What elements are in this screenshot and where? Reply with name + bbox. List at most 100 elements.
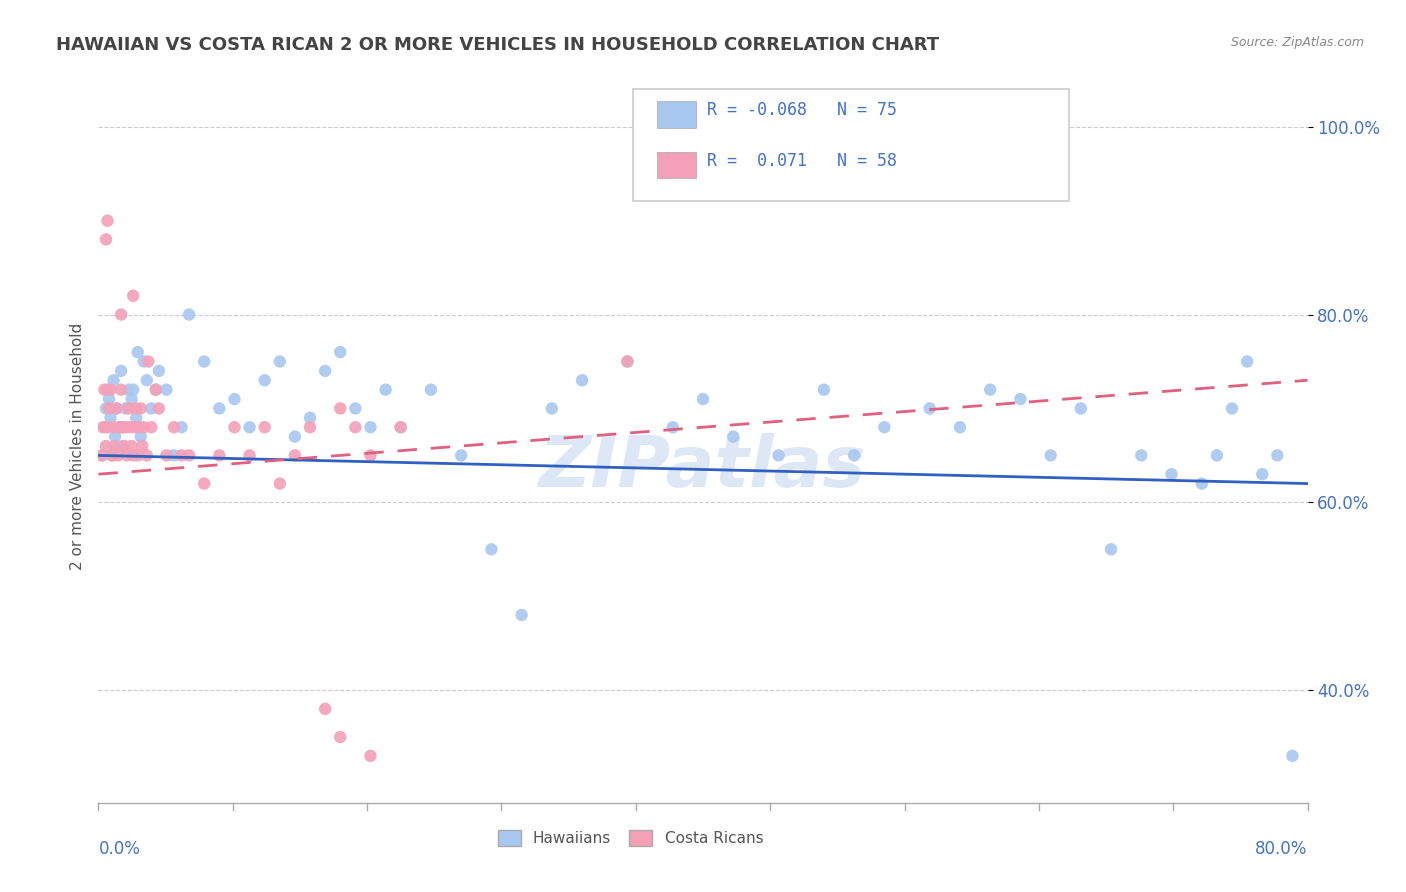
Point: [389, 420, 412, 434]
Point: [110, 383, 132, 397]
Point: [979, 383, 1001, 397]
Point: [269, 476, 291, 491]
Point: [723, 429, 745, 443]
Point: [284, 449, 307, 463]
Text: Source: ZipAtlas.com: Source: ZipAtlas.com: [1230, 36, 1364, 49]
Point: [94, 401, 117, 416]
Point: [100, 410, 122, 425]
Point: [93, 383, 115, 397]
Point: [96, 420, 118, 434]
Point: [768, 449, 790, 463]
Text: 80.0%: 80.0%: [1256, 840, 1308, 858]
Point: [163, 420, 186, 434]
Point: [1070, 401, 1092, 416]
Point: [103, 373, 125, 387]
Legend: Hawaiians, Costa Ricans: Hawaiians, Costa Ricans: [492, 824, 769, 852]
Point: [224, 420, 246, 434]
Text: R =  0.071   N = 58: R = 0.071 N = 58: [707, 152, 897, 169]
Point: [129, 429, 152, 443]
Point: [540, 401, 562, 416]
Point: [179, 449, 201, 463]
Point: [329, 401, 352, 416]
Point: [100, 383, 122, 397]
Point: [104, 429, 127, 443]
Point: [98, 401, 121, 416]
Point: [450, 449, 472, 463]
Point: [170, 420, 193, 434]
Point: [107, 449, 129, 463]
Point: [949, 420, 972, 434]
Point: [813, 383, 835, 397]
Point: [1236, 354, 1258, 368]
Point: [101, 449, 124, 463]
Point: [329, 730, 352, 744]
Point: [1099, 542, 1122, 557]
Point: [1010, 392, 1032, 406]
Point: [1281, 748, 1303, 763]
Point: [1160, 467, 1182, 482]
Point: [125, 401, 148, 416]
Point: [360, 420, 382, 434]
Point: [208, 401, 231, 416]
Point: [145, 383, 167, 397]
Point: [314, 702, 336, 716]
Point: [132, 420, 155, 434]
Point: [105, 401, 128, 416]
Point: [93, 420, 115, 434]
Point: [170, 449, 193, 463]
Y-axis label: 2 or more Vehicles in Household: 2 or more Vehicles in Household: [69, 322, 84, 570]
Point: [1130, 449, 1153, 463]
Point: [193, 476, 215, 491]
Point: [91, 420, 114, 434]
Point: [112, 439, 135, 453]
Point: [1191, 476, 1213, 491]
Point: [96, 213, 118, 227]
Point: [314, 364, 336, 378]
Text: 0.0%: 0.0%: [98, 840, 141, 858]
Point: [299, 420, 322, 434]
Point: [179, 308, 201, 322]
Point: [122, 449, 145, 463]
Point: [148, 401, 170, 416]
Point: [103, 420, 125, 434]
Point: [122, 289, 145, 303]
Point: [1206, 449, 1229, 463]
Point: [111, 420, 134, 434]
Point: [122, 383, 145, 397]
Point: [91, 449, 114, 463]
Point: [1220, 401, 1243, 416]
Point: [110, 364, 132, 378]
Point: [124, 420, 146, 434]
Point: [208, 449, 231, 463]
Point: [98, 392, 121, 406]
Point: [155, 449, 177, 463]
Point: [420, 383, 443, 397]
Point: [145, 383, 167, 397]
Point: [616, 354, 638, 368]
Point: [125, 410, 148, 425]
Point: [873, 420, 896, 434]
Point: [344, 401, 367, 416]
Point: [108, 420, 131, 434]
Point: [90, 449, 112, 463]
Point: [110, 308, 132, 322]
Point: [163, 449, 186, 463]
Point: [105, 401, 128, 416]
Point: [360, 748, 382, 763]
Point: [114, 420, 136, 434]
Point: [127, 345, 149, 359]
Point: [360, 449, 382, 463]
Point: [661, 420, 683, 434]
Text: ZIPatlas: ZIPatlas: [540, 433, 866, 502]
Point: [135, 449, 157, 463]
Point: [121, 392, 143, 406]
Point: [1251, 467, 1274, 482]
Point: [155, 383, 177, 397]
Point: [96, 383, 118, 397]
Point: [253, 420, 276, 434]
Point: [239, 449, 262, 463]
Point: [129, 401, 152, 416]
Point: [94, 439, 117, 453]
Point: [481, 542, 503, 557]
Point: [120, 420, 142, 434]
